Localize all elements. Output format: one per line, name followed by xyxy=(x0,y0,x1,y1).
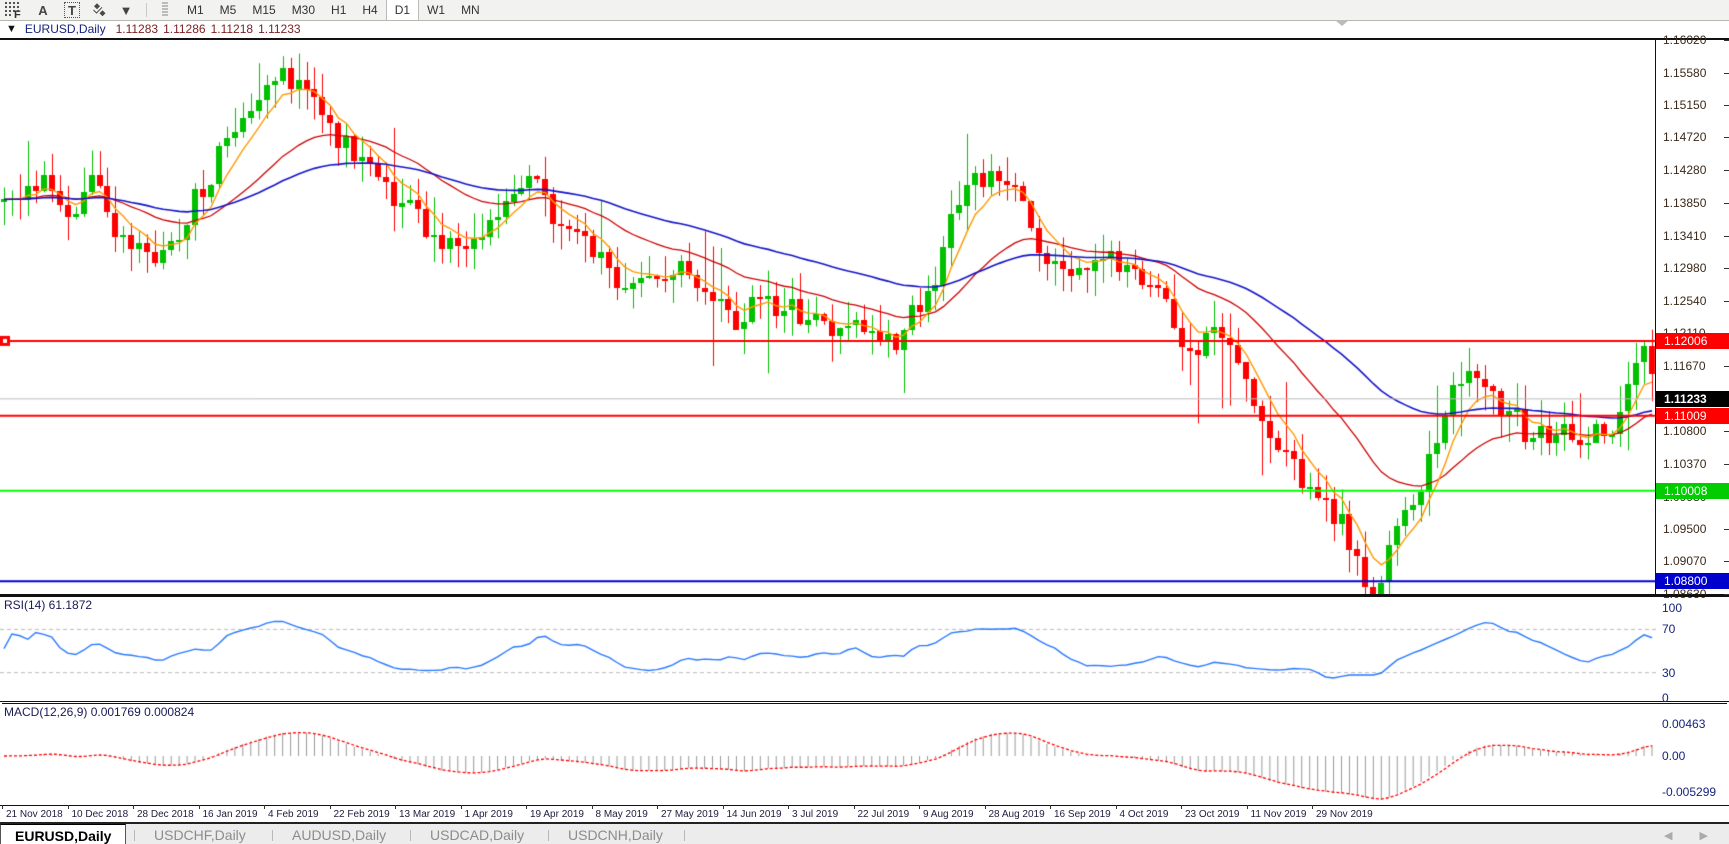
svg-text:F: F xyxy=(14,9,21,18)
